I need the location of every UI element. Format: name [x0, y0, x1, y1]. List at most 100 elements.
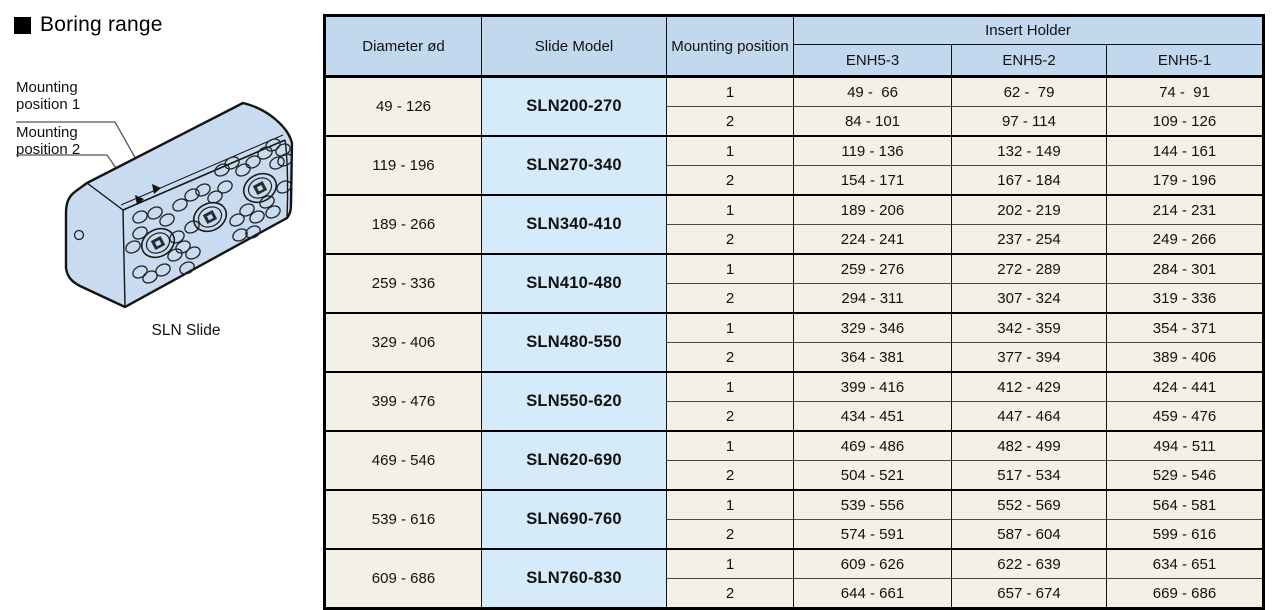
table-row: 2 364 - 381 377 - 394 389 - 406 — [325, 342, 1264, 372]
mounting-position-cell: 2 — [666, 578, 794, 609]
insert-holder-range-cell: 609 - 626 — [793, 548, 952, 579]
insert-holder-range-cell: 459 - 476 — [1106, 401, 1264, 431]
diameter-cell: 329 - 406 — [324, 312, 482, 372]
slide-holes — [73, 138, 293, 284]
insert-holder-range-cell: 447 - 464 — [951, 401, 1107, 431]
insert-holder-range-cell: 389 - 406 — [1106, 342, 1264, 372]
insert-holder-range-cell: 574 - 591 — [793, 519, 952, 549]
table-row: 49 - 126 SLN200-270 1 49 - 66 62 - 79 74 - 91 — [324, 75, 1264, 136]
mounting-position-cell: 1 — [666, 253, 794, 284]
insert-holder-range-cell: 412 - 429 — [951, 371, 1107, 402]
section-bullet-square-icon — [14, 16, 31, 34]
table-row: 2 154 - 171 167 - 184 179 - 196 — [325, 165, 1264, 195]
header-insert-holder: Insert Holder — [793, 15, 1264, 45]
table-row: 609 - 686 SLN760-830 1 609 - 626 622 - 639 63… — [324, 548, 1264, 609]
slide-model-cell: SLN620-690 — [481, 430, 667, 490]
insert-holder-range-cell: 307 - 324 — [951, 283, 1107, 313]
diameter-cell: 49 - 126 — [324, 75, 482, 136]
insert-holder-range-cell: 669 - 686 — [1106, 578, 1264, 609]
slide-model-cell: SLN410-480 — [481, 253, 667, 313]
insert-holder-range-cell: 599 - 616 — [1106, 519, 1264, 549]
slide-model-cell: SLN550-620 — [481, 371, 667, 431]
insert-holder-range-cell: 167 - 184 — [951, 165, 1107, 195]
insert-holder-range-cell: 494 - 511 — [1106, 430, 1264, 461]
section-title-text: Boring range — [40, 13, 163, 36]
insert-holder-range-cell: 364 - 381 — [793, 342, 952, 372]
slide-caption: SLN Slide — [151, 322, 221, 339]
insert-holder-range-cell: 354 - 371 — [1106, 312, 1264, 343]
header-enh5-1: ENH5-1 — [1106, 44, 1264, 78]
insert-holder-range-cell: 249 - 266 — [1106, 224, 1264, 254]
insert-holder-range-cell: 644 - 661 — [793, 578, 952, 609]
mounting-position-cell: 2 — [666, 106, 794, 136]
insert-holder-range-cell: 144 - 161 — [1106, 135, 1264, 166]
header-diameter: Diameter ød — [324, 15, 482, 78]
table-row: 189 - 266 SLN340-410 1 189 - 206 202 - 219 21… — [324, 194, 1264, 254]
insert-holder-range-cell: 622 - 639 — [951, 548, 1107, 579]
mounting-position-cell: 2 — [666, 460, 794, 490]
table-row: 2 84 - 101 97 - 114 109 - 126 — [325, 106, 1264, 136]
diameter-cell: 469 - 546 — [324, 430, 482, 490]
insert-holder-range-cell: 329 - 346 — [793, 312, 952, 343]
insert-holder-range-cell: 319 - 336 — [1106, 283, 1264, 313]
insert-holder-range-cell: 529 - 546 — [1106, 460, 1264, 490]
mounting-position-cell: 1 — [666, 135, 794, 166]
mounting-position-cell: 1 — [666, 548, 794, 579]
insert-holder-range-cell: 272 - 289 — [951, 253, 1107, 284]
mounting-position-cell: 1 — [666, 75, 794, 107]
insert-holder-range-cell: 469 - 486 — [793, 430, 952, 461]
insert-holder-range-cell: 657 - 674 — [951, 578, 1107, 609]
table-row: 329 - 406 SLN480-550 1 329 - 346 342 - 359 35… — [324, 312, 1264, 372]
boring-range-table: Diameter ød Slide Model Mounting positio… — [323, 14, 1265, 610]
slide-model-cell: SLN480-550 — [481, 312, 667, 372]
insert-holder-range-cell: 202 - 219 — [951, 194, 1107, 225]
insert-holder-range-cell: 564 - 581 — [1106, 489, 1264, 520]
insert-holder-range-cell: 49 - 66 — [793, 75, 952, 107]
header-slide-model: Slide Model — [481, 15, 667, 78]
insert-holder-range-cell: 539 - 556 — [793, 489, 952, 520]
insert-holder-range-cell: 482 - 499 — [951, 430, 1107, 461]
diameter-cell: 539 - 616 — [324, 489, 482, 549]
mounting-position-1-label: Mounting position 1 — [16, 79, 81, 113]
insert-holder-range-cell: 62 - 79 — [951, 75, 1107, 107]
insert-holder-range-cell: 214 - 231 — [1106, 194, 1264, 225]
insert-holder-range-cell: 179 - 196 — [1106, 165, 1264, 195]
slide-model-cell: SLN690-760 — [481, 489, 667, 549]
insert-holder-range-cell: 634 - 651 — [1106, 548, 1264, 579]
header-mounting-position: Mounting position — [666, 15, 794, 78]
mounting-position-cell: 2 — [666, 283, 794, 313]
table-row: 399 - 476 SLN550-620 1 399 - 416 412 - 429 42… — [324, 371, 1264, 431]
table-row: 2 644 - 661 657 - 674 669 - 686 — [325, 578, 1264, 609]
table-row: 119 - 196 SLN270-340 1 119 - 136 132 - 149 14… — [324, 135, 1264, 195]
insert-holder-range-cell: 587 - 604 — [951, 519, 1107, 549]
mounting-position-2-label: Mounting position 2 — [16, 124, 81, 158]
mounting-position-1-marker-icon — [152, 184, 161, 194]
table-row: 469 - 546 SLN620-690 1 469 - 486 482 - 499 49… — [324, 430, 1264, 490]
insert-holder-range-cell: 97 - 114 — [951, 106, 1107, 136]
diameter-cell: 399 - 476 — [324, 371, 482, 431]
insert-holder-range-cell: 259 - 276 — [793, 253, 952, 284]
mounting-position-cell: 1 — [666, 430, 794, 461]
slide-body — [64, 101, 294, 309]
mounting-position-cell: 2 — [666, 519, 794, 549]
insert-holder-range-cell: 119 - 136 — [793, 135, 952, 166]
slide-socket-bosses — [140, 172, 278, 259]
insert-holder-range-cell: 109 - 126 — [1106, 106, 1264, 136]
table-row: 2 504 - 521 517 - 534 529 - 546 — [325, 460, 1264, 490]
diameter-cell: 119 - 196 — [324, 135, 482, 195]
mounting-marks — [135, 184, 161, 205]
insert-holder-range-cell: 284 - 301 — [1106, 253, 1264, 284]
header-enh5-3: ENH5-3 — [793, 44, 952, 78]
header-enh5-2: ENH5-2 — [951, 44, 1107, 78]
insert-holder-range-cell: 294 - 311 — [793, 283, 952, 313]
slide-model-cell: SLN340-410 — [481, 194, 667, 254]
table-row: 539 - 616 SLN690-760 1 539 - 556 552 - 569 56… — [324, 489, 1264, 549]
mounting-position-cell: 1 — [666, 371, 794, 402]
insert-holder-range-cell: 377 - 394 — [951, 342, 1107, 372]
insert-holder-range-cell: 237 - 254 — [951, 224, 1107, 254]
insert-holder-range-cell: 434 - 451 — [793, 401, 952, 431]
insert-holder-range-cell: 399 - 416 — [793, 371, 952, 402]
end-cap-hole — [73, 229, 85, 241]
mounting-position-cell: 2 — [666, 342, 794, 372]
mounting-position-cell: 1 — [666, 312, 794, 343]
